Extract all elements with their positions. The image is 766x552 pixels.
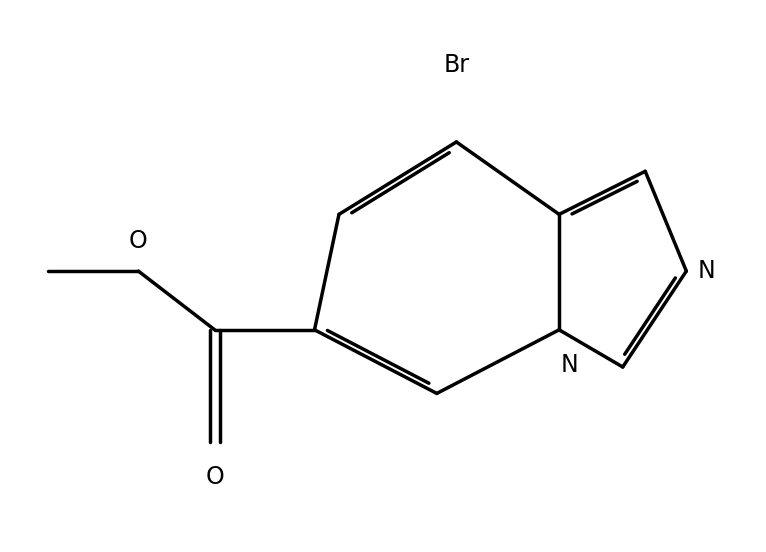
Text: N: N — [698, 259, 715, 283]
Text: Br: Br — [444, 54, 470, 77]
Text: N: N — [561, 353, 579, 378]
Text: O: O — [129, 230, 148, 253]
Text: O: O — [205, 465, 224, 489]
